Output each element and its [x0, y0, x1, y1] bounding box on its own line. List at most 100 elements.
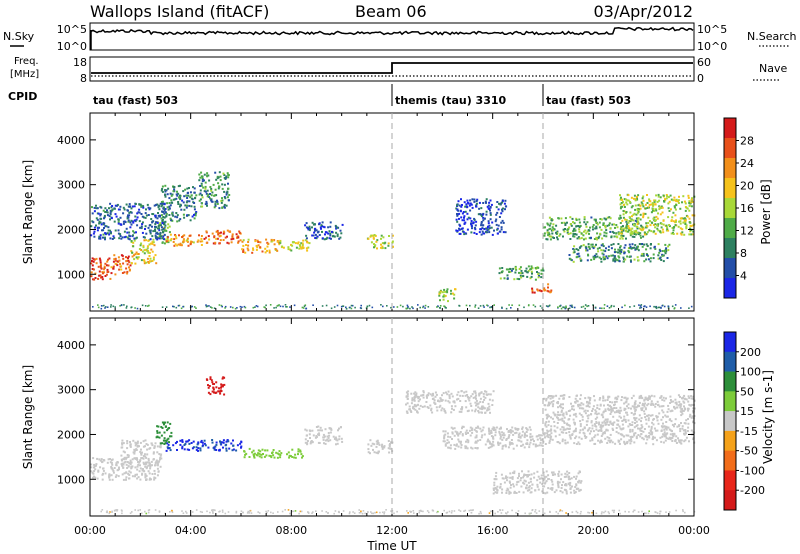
heatmap-cell: [235, 233, 238, 236]
heatmap-cell: [206, 510, 208, 513]
heatmap-cell: [109, 237, 112, 240]
heatmap-cell: [91, 268, 94, 270]
heatmap-cell: [368, 304, 371, 307]
heatmap-cell: [556, 441, 559, 443]
heatmap-cell: [474, 408, 477, 411]
heatmap-cell: [360, 510, 362, 513]
heatmap-cell: [142, 457, 145, 460]
heatmap-cell: [90, 271, 93, 274]
heatmap-cell: [609, 421, 612, 424]
heatmap-cell: [334, 436, 337, 439]
heatmap-cell: [324, 233, 326, 236]
heatmap-cell: [129, 226, 132, 229]
heatmap-cell: [578, 246, 581, 249]
heatmap-cell: [645, 442, 648, 445]
heatmap-cell: [103, 268, 105, 271]
heatmap-cell: [164, 195, 167, 198]
heatmap-cell: [229, 230, 232, 233]
heatmap-cell: [169, 204, 172, 207]
heatmap-cell: [124, 235, 127, 238]
heatmap-cell: [485, 231, 488, 234]
heatmap-cell: [484, 443, 487, 446]
heatmap-cell: [169, 239, 172, 242]
heatmap-cell: [654, 208, 657, 211]
heatmap-cell: [639, 307, 641, 309]
heatmap-cell: [559, 233, 562, 236]
heatmap-cell: [553, 237, 555, 239]
heatmap-cell: [546, 413, 549, 416]
heatmap-cell: [603, 256, 606, 259]
heatmap-cell: [149, 257, 152, 260]
heatmap-cell: [447, 446, 450, 449]
heatmap-cell: [687, 426, 690, 429]
heatmap-cell: [300, 242, 303, 245]
heatmap-cell: [613, 509, 616, 512]
heatmap-cell: [646, 244, 649, 247]
heatmap-cell: [558, 234, 561, 237]
heatmap-cell: [126, 305, 128, 308]
heatmap-cell: [134, 215, 137, 218]
heatmap-cell: [171, 213, 174, 216]
heatmap-cell: [413, 399, 416, 402]
heatmap-cell: [548, 228, 551, 231]
heatmap-cell: [599, 403, 602, 406]
heatmap-cell: [688, 440, 690, 443]
heatmap-cell: [237, 241, 240, 244]
heatmap-cell: [690, 225, 693, 228]
heatmap-cell: [158, 436, 161, 439]
heatmap-cell: [161, 190, 164, 193]
heatmap-cell: [456, 208, 459, 211]
heatmap-cell: [528, 485, 531, 488]
heatmap-cell: [619, 433, 622, 436]
heatmap-cell: [640, 417, 643, 420]
heatmap-cell: [480, 215, 483, 218]
heatmap-cell: [604, 226, 607, 229]
heatmap-cell: [377, 442, 380, 445]
heatmap-cell: [413, 404, 416, 407]
heatmap-cell: [95, 224, 97, 227]
heatmap-cell: [631, 232, 634, 235]
heatmap-cell: [253, 456, 256, 459]
heatmap-cell: [219, 440, 221, 443]
heatmap-cell: [609, 217, 612, 220]
heatmap-cell: [413, 396, 416, 398]
heatmap-cell: [186, 239, 189, 242]
heatmap-cell: [156, 237, 159, 239]
heatmap-cell: [117, 256, 120, 259]
heatmap-cell: [151, 213, 154, 215]
heatmap-cell: [523, 479, 526, 482]
heatmap-cell: [173, 244, 176, 247]
heatmap-cell: [377, 452, 380, 455]
heatmap-cell: [350, 307, 353, 310]
heatmap-cell: [143, 252, 146, 255]
heatmap-cell: [390, 441, 392, 444]
heatmap-cell: [645, 222, 648, 225]
heatmap-cell: [604, 423, 607, 426]
heatmap-cell: [634, 410, 637, 412]
heatmap-cell: [583, 426, 586, 429]
heatmap-cell: [441, 394, 443, 397]
heatmap-cell: [168, 207, 171, 210]
heatmap-cell: [498, 267, 501, 270]
heatmap-cell: [201, 194, 203, 197]
heatmap-cell: [643, 260, 646, 263]
heatmap-cell: [139, 244, 142, 247]
heatmap-cell: [557, 512, 559, 515]
heatmap-cell: [646, 435, 649, 438]
heatmap-cell: [291, 244, 294, 247]
heatmap-cell: [632, 394, 635, 397]
heatmap-cell: [505, 492, 508, 494]
heatmap-cell: [663, 200, 666, 203]
heatmap-cell: [200, 171, 203, 174]
heatmap-cell: [147, 214, 150, 216]
heatmap-cell: [566, 470, 569, 473]
heatmap-cell: [191, 511, 194, 513]
heatmap-cell: [572, 413, 575, 416]
heatmap-cell: [512, 267, 515, 270]
heatmap-cell: [289, 455, 292, 457]
heatmap-cell: [146, 203, 149, 206]
heatmap-cell: [94, 468, 97, 471]
heatmap-cell: [597, 430, 600, 432]
heatmap-cell: [278, 241, 281, 244]
heatmap-cell: [573, 248, 576, 251]
